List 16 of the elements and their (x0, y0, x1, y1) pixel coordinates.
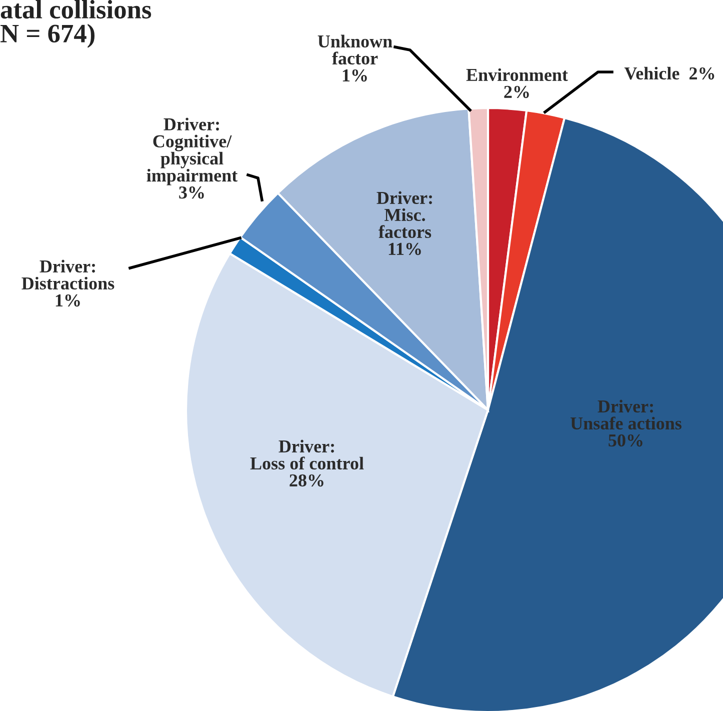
slice-label: Driver: Loss of control (250, 440, 364, 470)
data-label: 2% (504, 86, 529, 98)
data-label: 1% (342, 69, 367, 82)
slice-label: Environment (466, 68, 568, 82)
data-label: 11% (388, 242, 421, 256)
slice-label: Driver: Distractions (22, 260, 114, 290)
data-label: 28% (290, 474, 324, 487)
data-label: 3% (179, 186, 204, 199)
data-label: 1% (56, 294, 80, 307)
slice-label: Vehicle 2% (624, 66, 714, 80)
chart-title: atal collisions N = 674) (0, 0, 152, 48)
data-label: 50% (608, 434, 642, 447)
slice-label: Unknown factor (318, 34, 392, 65)
slice-label: Driver: Misc. factors (376, 191, 432, 238)
slice-label: Driver: Cognitive/ physical impairment (146, 118, 238, 186)
slice-label: Driver: Unsafe actions (570, 400, 682, 430)
